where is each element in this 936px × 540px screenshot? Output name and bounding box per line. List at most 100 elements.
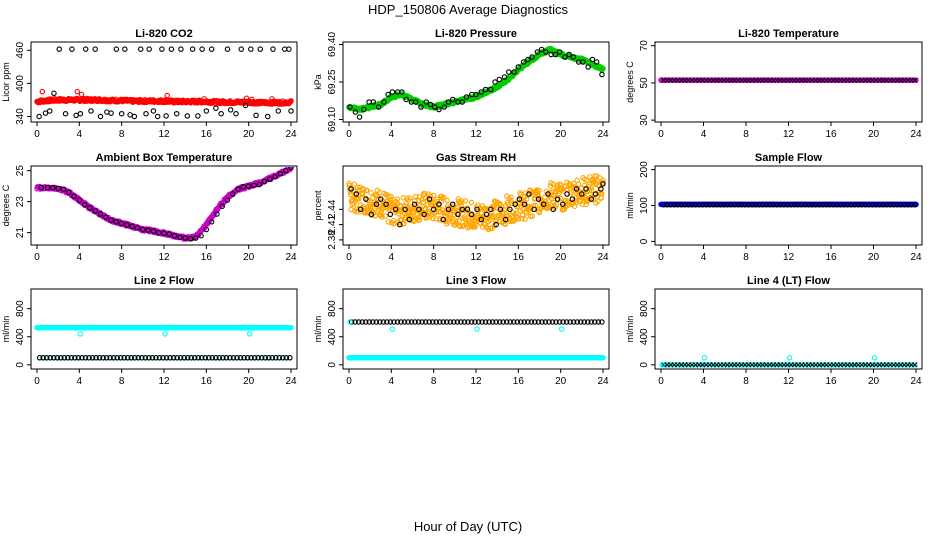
data-point <box>502 216 509 223</box>
data-point <box>273 355 279 361</box>
data-point <box>805 362 812 368</box>
data-point <box>401 319 408 325</box>
data-point <box>515 64 522 70</box>
data-point <box>851 202 858 208</box>
data-point <box>233 110 239 117</box>
data-point <box>264 113 271 120</box>
data-point <box>577 319 584 325</box>
data-point <box>524 196 530 202</box>
data-point <box>218 110 224 117</box>
panel-0: Li-820 CO2 Licor ppm 0 4 8 12 16 20 24 340 400 460 <box>1 28 298 140</box>
data-point <box>580 59 586 65</box>
x-tick-label: 24 <box>285 129 297 140</box>
data-point <box>473 91 479 98</box>
data-point <box>352 109 359 115</box>
data-point <box>682 362 688 368</box>
data-point <box>199 355 205 361</box>
data-point <box>483 211 490 218</box>
data-point <box>529 54 535 60</box>
data-point <box>770 362 777 368</box>
data-point <box>592 173 598 179</box>
x-tick-label: 8 <box>743 376 749 387</box>
data-point <box>689 362 695 368</box>
y-axis-label: percent <box>313 190 323 221</box>
data-point <box>701 355 708 361</box>
data-point <box>689 202 695 208</box>
x-tick-label: 0 <box>346 129 352 140</box>
x-tick-label: 8 <box>743 129 749 140</box>
data-point <box>188 355 194 361</box>
x-tick-label: 8 <box>431 252 437 263</box>
data-point <box>40 355 46 361</box>
data-point <box>419 319 425 325</box>
data-point <box>871 355 878 361</box>
data-point <box>675 362 681 368</box>
data-point <box>781 362 787 368</box>
x-tick-label: 20 <box>555 376 567 387</box>
data-point <box>492 79 498 85</box>
x-tick-label: 16 <box>513 252 525 263</box>
data-point <box>820 362 826 368</box>
data-point <box>596 175 603 181</box>
x-tick-label: 16 <box>513 376 525 387</box>
data-point <box>368 211 374 218</box>
data-point <box>437 319 443 325</box>
data-point <box>536 187 542 194</box>
data-point <box>382 213 389 219</box>
data-point <box>749 202 755 208</box>
x-tick-label: 20 <box>243 376 255 387</box>
data-point <box>415 319 422 325</box>
y-tick-label: 0 <box>327 362 338 368</box>
data-point <box>912 362 918 368</box>
data-point <box>224 197 231 203</box>
y-tick-label: 460 <box>15 41 26 58</box>
data-point <box>507 206 513 213</box>
data-point <box>908 362 915 368</box>
data-point <box>191 355 198 361</box>
y-tick-label: 340 <box>15 108 26 125</box>
data-point <box>671 362 678 368</box>
data-point <box>92 46 98 52</box>
data-point <box>488 86 494 93</box>
data-point <box>370 99 377 105</box>
data-point <box>261 178 268 185</box>
data-point <box>269 355 275 361</box>
data-point <box>251 355 258 361</box>
data-point <box>75 355 82 361</box>
data-point <box>377 319 383 325</box>
data-point <box>562 54 568 60</box>
data-point <box>267 176 273 182</box>
data-point <box>173 110 180 117</box>
data-point <box>682 202 688 208</box>
data-point <box>528 319 535 325</box>
data-point <box>153 355 159 361</box>
y-tick-label: 21 <box>15 227 26 239</box>
panel-title: Gas Stream RH <box>436 152 516 164</box>
data-point <box>752 362 759 368</box>
data-point <box>660 202 667 208</box>
plot-frame <box>30 41 298 123</box>
x-tick-label: 4 <box>701 376 707 387</box>
data-point <box>251 182 257 189</box>
data-point <box>901 202 907 208</box>
panel-title: Sample Flow <box>755 152 823 164</box>
data-point <box>390 218 397 224</box>
data-point <box>201 96 207 102</box>
data-point <box>544 205 550 212</box>
x-tick-label: 0 <box>658 129 664 140</box>
data-point <box>117 355 124 361</box>
data-point <box>277 170 284 177</box>
data-point <box>451 319 457 325</box>
data-point <box>434 196 440 202</box>
data-point <box>496 213 502 219</box>
data-point <box>549 319 556 325</box>
data-point <box>357 206 364 213</box>
x-tick-label: 0 <box>346 376 352 387</box>
data-point <box>441 194 447 201</box>
data-point <box>203 226 210 233</box>
y-tick-label: 800 <box>327 300 338 317</box>
data-point <box>227 107 234 113</box>
data-point <box>500 319 506 325</box>
data-point <box>206 355 212 361</box>
